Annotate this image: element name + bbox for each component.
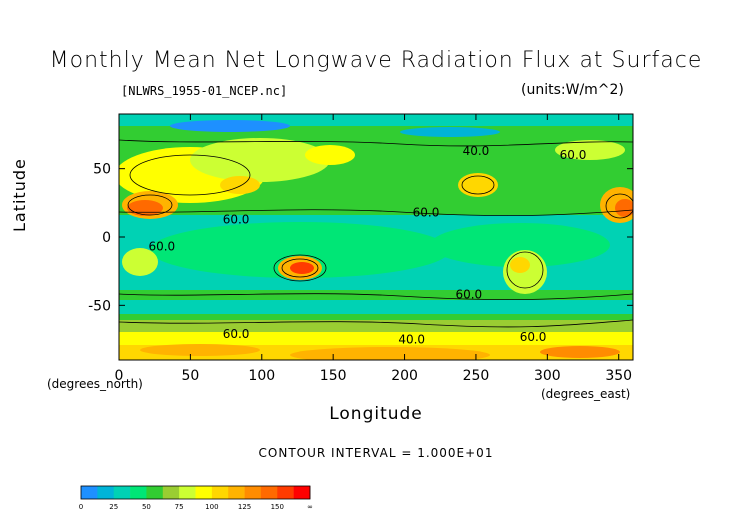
colorbar-swatch <box>81 486 98 499</box>
colorbar-swatch <box>179 486 196 499</box>
colorbar-label: 100 <box>205 503 218 511</box>
units-label: (units:W/m^2) <box>521 82 624 98</box>
colorbar-label: 50 <box>142 503 151 511</box>
contour-label: 60.0 <box>413 206 440 220</box>
heatmap-field <box>119 114 633 360</box>
contour-interval-label: CONTOUR INTERVAL = 1.000E+01 <box>258 446 494 460</box>
x-tick-label: 200 <box>391 368 418 384</box>
colorbar-label: ∞ <box>307 503 313 511</box>
colorbar-frame <box>80 485 311 500</box>
colorbar-swatch <box>146 486 164 499</box>
chart-title: Monthly Mean Net Longwave Radiation Flux… <box>49 48 703 73</box>
contour-label: 60.0 <box>455 288 482 302</box>
x-axis-label: Longitude <box>329 404 423 424</box>
colorbar: 0 25 50 75 100 125 150 ∞ <box>79 485 313 511</box>
file-label: [NLWRS_1955-01_NCEP.nc] <box>121 84 288 98</box>
colorbar-swatch <box>211 486 229 499</box>
x-tick-label: 150 <box>320 368 347 384</box>
y-tick-label: 0 <box>102 230 111 246</box>
y-tick-label: -50 <box>88 298 111 314</box>
contour-label: 60.0 <box>148 240 175 254</box>
colorbar-label: 25 <box>109 503 118 511</box>
contour-label: 40.0 <box>463 144 490 158</box>
colorbar-label: 125 <box>238 503 251 511</box>
colorbar-swatch <box>195 486 213 499</box>
colorbar-swatch <box>293 486 311 499</box>
y-unit-label: (degrees_north) <box>47 377 143 391</box>
colorbar-swatch <box>97 486 115 499</box>
x-tick-label: 250 <box>463 368 490 384</box>
colorbar-swatch <box>260 486 278 499</box>
colorbar-label: 75 <box>175 503 184 511</box>
x-tick-label: 0 <box>115 368 124 384</box>
colorbar-swatch <box>277 486 294 499</box>
contour-label: 60.0 <box>560 148 587 162</box>
colorbar-label: 150 <box>271 503 284 511</box>
contour-label: 40.0 <box>398 333 425 347</box>
x-tick-label: 300 <box>534 368 561 384</box>
x-tick-label: 100 <box>248 368 275 384</box>
x-tick-label: 350 <box>605 368 632 384</box>
contour-label: 60.0 <box>223 327 250 341</box>
colorbar-swatch <box>113 486 131 499</box>
colorbar-swatch <box>130 486 147 499</box>
colorbar-label: 0 <box>79 503 83 511</box>
y-tick-label: 50 <box>93 162 111 178</box>
colorbar-swatch <box>244 486 262 499</box>
x-unit-label: (degrees_east) <box>541 387 631 401</box>
contour-label: 60.0 <box>520 330 547 344</box>
x-tick-label: 50 <box>181 368 199 384</box>
contour-label: 60.0 <box>223 212 250 226</box>
colorbar-swatch <box>228 486 245 499</box>
colorbar-swatch <box>162 486 180 499</box>
